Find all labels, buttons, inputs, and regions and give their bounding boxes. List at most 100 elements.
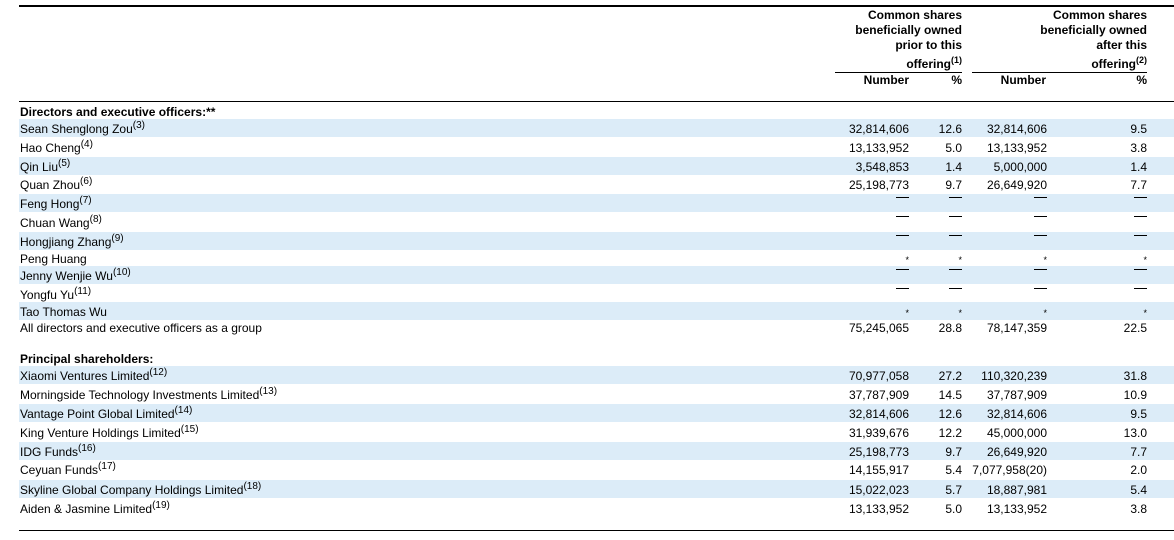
director-row-number-prior: 13,133,952 bbox=[799, 141, 909, 155]
principal-row-pct-prior-value: 14.5 bbox=[938, 388, 962, 402]
principal-row-number-prior: 14,155,917 bbox=[799, 463, 909, 477]
principal-row-number-after-value: 18,887,981 bbox=[986, 483, 1047, 497]
principal-row-name-text: Morningside Technology Investments Limit… bbox=[20, 388, 260, 402]
principal-row-pct-prior-value: 12.6 bbox=[938, 407, 962, 421]
principal-row-number-prior: 31,939,676 bbox=[799, 426, 909, 440]
header-after-line3: after this bbox=[1096, 38, 1147, 52]
director-row-footnote: (10) bbox=[112, 267, 131, 278]
director-row-pct-after: — bbox=[1059, 197, 1147, 212]
principal-row: Vantage Point Global Limited(14) 32,814,6… bbox=[19, 404, 1174, 422]
director-row-number-after: * bbox=[969, 252, 1047, 267]
principal-row-number-after: 13,133,952 bbox=[969, 502, 1047, 516]
director-row-pct-after-star: * bbox=[1143, 308, 1147, 318]
director-row-number-prior-value: 32,814,606 bbox=[848, 122, 909, 136]
director-row-number-after-star: * bbox=[1043, 255, 1047, 265]
director-row: Quan Zhou(6) 25,198,773 9.7 26,649,920 7.7 bbox=[19, 175, 1174, 193]
director-row-number-prior: * bbox=[799, 305, 909, 320]
header-prior-note: (1) bbox=[951, 55, 962, 65]
director-row-name-text: Sean Shenglong Zou bbox=[20, 122, 133, 136]
principal-row: IDG Funds(16) 25,198,773 9.7 26,649,920 7.7 bbox=[19, 442, 1174, 460]
director-row-pct-after: 7.7 bbox=[1059, 178, 1147, 192]
principal-row-name: Ceyuan Funds(17) bbox=[20, 461, 116, 478]
principal-row: Xiaomi Ventures Limited(12) 70,977,058 27.… bbox=[19, 366, 1174, 384]
director-row-pct-prior: * bbox=[914, 252, 962, 267]
director-row-number-after: 13,133,952 bbox=[969, 141, 1047, 155]
director-row-number-after-dash: — bbox=[1034, 269, 1047, 284]
header-after-note: (2) bbox=[1136, 55, 1147, 65]
director-row-pct-prior-value: 28.8 bbox=[938, 321, 962, 335]
director-row-name: All directors and executive officers as … bbox=[20, 321, 262, 335]
director-row-pct-prior-dash: — bbox=[949, 216, 962, 231]
director-row-pct-prior: 5.0 bbox=[914, 141, 962, 155]
header-prior-offering: Common shares beneficially owned prior t… bbox=[790, 8, 962, 72]
principal-row-pct-prior-value: 5.4 bbox=[945, 463, 962, 477]
principal-row-pct-prior: 12.2 bbox=[914, 426, 962, 440]
principal-row-name: IDG Funds(16) bbox=[20, 444, 96, 460]
principal-row-number-prior-value: 31,939,676 bbox=[848, 426, 909, 440]
director-row-name-text: Feng Hong bbox=[20, 197, 80, 211]
principal-row-number-after-value: 37,787,909 bbox=[986, 388, 1047, 402]
director-row-number-after: 26,649,920 bbox=[969, 178, 1047, 192]
principal-row-pct-after-value: 10.9 bbox=[1123, 388, 1147, 402]
director-row-name: Yongfu Yu(11) bbox=[20, 286, 92, 303]
header-prior-line4: offering bbox=[906, 57, 951, 71]
principal-row-number-prior-value: 70,977,058 bbox=[848, 369, 909, 383]
director-row-number-prior-star: * bbox=[905, 308, 909, 318]
director-row-pct-after: — bbox=[1059, 235, 1147, 250]
header-prior-underline bbox=[835, 72, 962, 73]
director-row-pct-prior: — bbox=[914, 269, 962, 284]
director-row-footnote: (11) bbox=[74, 286, 92, 297]
principal-row-footnote: (14) bbox=[174, 405, 193, 416]
principal-row-pct-after: 7.7 bbox=[1059, 445, 1147, 459]
director-row-number-prior: — bbox=[799, 288, 909, 303]
director-row-number-prior: — bbox=[799, 216, 909, 231]
director-row-pct-prior: — bbox=[914, 216, 962, 231]
director-row-number-after: — bbox=[969, 235, 1047, 250]
principal-row-footnote: (13) bbox=[259, 386, 278, 397]
director-row-footnote: (7) bbox=[79, 195, 92, 206]
principal-row-name: Aiden & Jasmine Limited(19) bbox=[20, 501, 170, 517]
director-row-number-prior-dash: — bbox=[896, 269, 909, 284]
director-row-pct-after: — bbox=[1059, 216, 1147, 231]
principal-row-pct-prior: 9.7 bbox=[914, 445, 962, 459]
principal-row-number-prior: 37,787,909 bbox=[799, 388, 909, 402]
director-row-pct-after-dash: — bbox=[1134, 288, 1147, 303]
director-row-pct-after: * bbox=[1059, 252, 1147, 267]
principal-row-number-after-value: 32,814,606 bbox=[986, 407, 1047, 421]
table-top-rule bbox=[19, 5, 1174, 7]
principal-row-pct-after: 13.0 bbox=[1059, 426, 1147, 440]
principal-row-number-prior: 70,977,058 bbox=[799, 369, 909, 383]
director-row-number-after-value: 13,133,952 bbox=[986, 141, 1047, 155]
table-bottom-rule bbox=[19, 530, 1174, 531]
director-row-number-prior-star: * bbox=[905, 255, 909, 265]
director-row-number-after-value: 26,649,920 bbox=[986, 178, 1047, 192]
principal-row-name-text: King Venture Holdings Limited bbox=[20, 426, 181, 440]
principal-row: Aiden & Jasmine Limited(19) 13,133,952 5.0… bbox=[19, 499, 1174, 517]
director-row-pct-after: 1.4 bbox=[1059, 160, 1147, 174]
director-row-number-prior-dash: — bbox=[896, 288, 909, 303]
director-row: Chuan Wang(8) — — — — bbox=[19, 213, 1174, 231]
principal-row-footnote: (17) bbox=[98, 461, 116, 472]
col-pct-after: % bbox=[1136, 73, 1147, 87]
director-row-name: Tao Thomas Wu bbox=[20, 305, 107, 319]
section-principal-label: Principal shareholders: bbox=[20, 352, 154, 366]
director-row-number-prior-value: 25,198,773 bbox=[848, 178, 909, 192]
director-row: Sean Shenglong Zou(3) 32,814,606 12.6 32,81… bbox=[19, 119, 1174, 137]
header-after-underline bbox=[972, 72, 1147, 73]
principal-row: King Venture Holdings Limited(15) 31,939,… bbox=[19, 423, 1174, 441]
header-prior-line2: beneficially owned bbox=[855, 23, 962, 37]
principal-row-pct-prior: 27.2 bbox=[914, 369, 962, 383]
director-row-pct-prior: — bbox=[914, 235, 962, 250]
principal-row-pct-prior-value: 5.7 bbox=[945, 483, 962, 497]
principal-row-pct-prior: 5.7 bbox=[914, 483, 962, 497]
director-row: Peng Huang * * * * bbox=[19, 249, 1174, 267]
principal-row-number-prior: 13,133,952 bbox=[799, 502, 909, 516]
director-row-name: Chuan Wang(8) bbox=[20, 215, 102, 231]
principal-row-number-prior-value: 32,814,606 bbox=[848, 407, 909, 421]
principal-row: Morningside Technology Investments Limit… bbox=[19, 385, 1174, 403]
principal-row-number-after-value: 7,077,958 bbox=[972, 463, 1026, 477]
director-row-number-after-star: * bbox=[1043, 308, 1047, 318]
director-row-number-after-value: 32,814,606 bbox=[986, 122, 1047, 136]
principal-row-number-after: 32,814,606 bbox=[969, 407, 1047, 421]
header-after-offering: Common shares beneficially owned after t… bbox=[975, 8, 1147, 72]
